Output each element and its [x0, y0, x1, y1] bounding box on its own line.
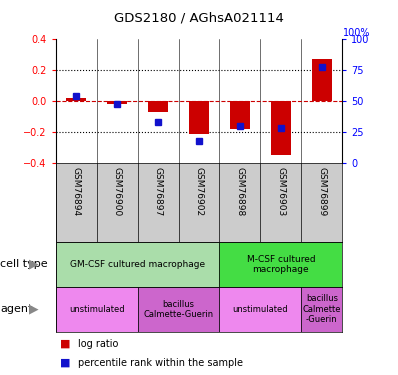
Bar [312, 60, 332, 101]
Text: GSM76899: GSM76899 [317, 167, 326, 216]
Text: ▶: ▶ [29, 258, 39, 271]
Text: GSM76898: GSM76898 [236, 167, 244, 216]
Text: unstimulated: unstimulated [69, 305, 125, 314]
Text: GSM76897: GSM76897 [154, 167, 162, 216]
Text: ■: ■ [60, 339, 74, 349]
Bar [219, 242, 342, 287]
Text: unstimulated: unstimulated [232, 305, 288, 314]
Text: percentile rank within the sample: percentile rank within the sample [78, 358, 243, 368]
Bar [66, 98, 86, 101]
Bar [230, 101, 250, 129]
Text: GDS2180 / AGhsA021114: GDS2180 / AGhsA021114 [114, 11, 284, 24]
Text: GSM76903: GSM76903 [276, 167, 285, 216]
Text: cell type: cell type [0, 260, 48, 269]
Text: ■: ■ [60, 358, 74, 368]
Text: M-CSF cultured
macrophage: M-CSF cultured macrophage [247, 255, 315, 274]
Bar [189, 101, 209, 134]
Bar [271, 101, 291, 155]
Bar [219, 287, 301, 332]
Bar [148, 101, 168, 112]
Text: 100%: 100% [343, 27, 371, 38]
Text: ▶: ▶ [29, 303, 39, 316]
Text: GSM76902: GSM76902 [195, 167, 203, 216]
Bar [107, 101, 127, 104]
Bar [56, 287, 138, 332]
Text: bacillus
Calmette
-Guerin: bacillus Calmette -Guerin [302, 294, 341, 324]
Text: log ratio: log ratio [78, 339, 118, 349]
Text: bacillus
Calmette-Guerin: bacillus Calmette-Guerin [143, 300, 214, 319]
Bar [301, 287, 342, 332]
Bar [138, 287, 219, 332]
Text: GM-CSF cultured macrophage: GM-CSF cultured macrophage [70, 260, 205, 269]
Text: GSM76900: GSM76900 [113, 167, 122, 216]
Bar [56, 242, 219, 287]
Text: GSM76894: GSM76894 [72, 167, 81, 216]
Text: agent: agent [0, 304, 32, 314]
